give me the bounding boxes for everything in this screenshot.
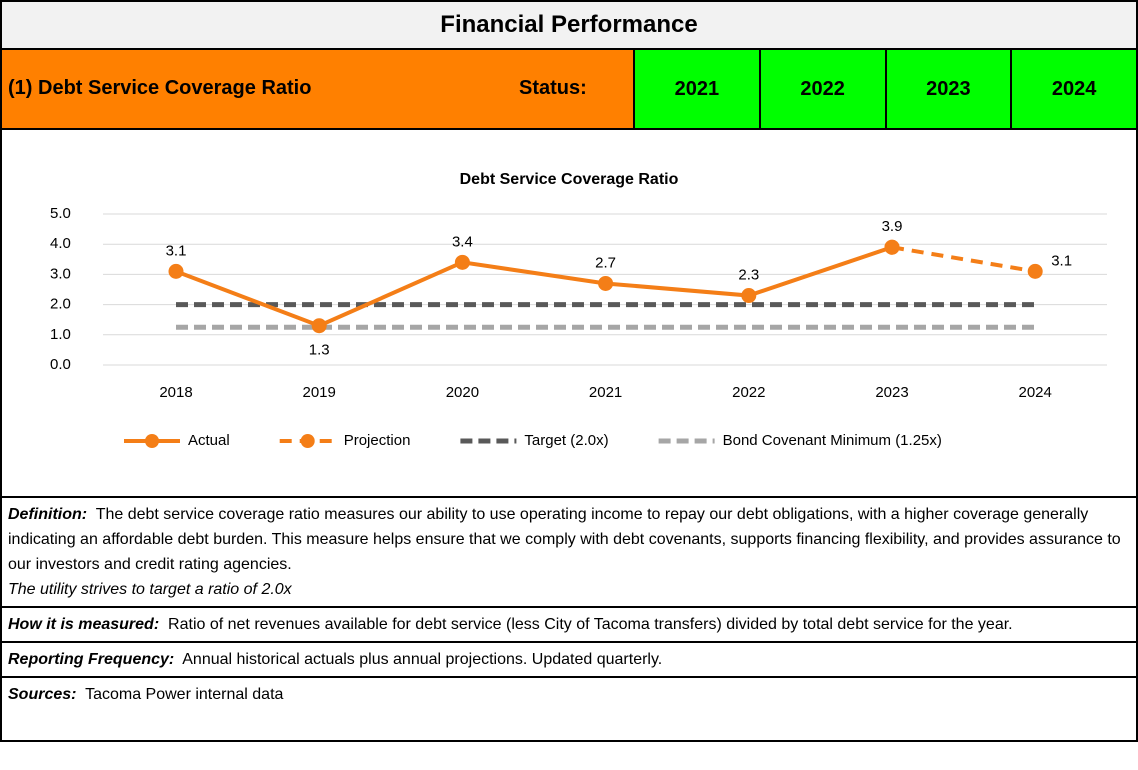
chart-title: Debt Service Coverage Ratio: [460, 171, 679, 188]
x-tick-label: 2024: [1019, 384, 1052, 401]
data-point: [1027, 263, 1043, 279]
section-label: How it is measured:: [8, 616, 160, 633]
section-text: The debt service coverage ratio measures…: [8, 506, 1121, 573]
y-tick-label: 4.0: [50, 235, 71, 252]
section: How it is measured: Ratio of net revenue…: [2, 606, 1136, 641]
y-tick-label: 0.0: [50, 356, 71, 373]
y-tick-label: 3.0: [50, 265, 71, 282]
chart: Debt Service Coverage Ratio 0.0 1.0 2.0 3.0…: [50, 171, 1107, 449]
x-tick-label: 2021: [589, 384, 622, 401]
legend-label: Projection: [344, 432, 411, 449]
section-text: Ratio of net revenues available for debt…: [168, 616, 1013, 633]
page-title: Financial Performance: [2, 2, 1136, 50]
year-cell: 2021: [635, 50, 761, 128]
y-tick-label: 1.0: [50, 326, 71, 343]
data-point: [454, 254, 470, 270]
y-tick-label: 2.0: [50, 296, 71, 313]
data-label: 2.3: [738, 267, 759, 284]
series-line: [891, 245, 1036, 274]
section: Definition: The debt service coverage ra…: [2, 496, 1136, 606]
legend-label: Target (2.0x): [524, 432, 608, 449]
data-label: 3.9: [882, 218, 903, 235]
data-label: 1.3: [309, 342, 330, 359]
section-text: Tacoma Power internal data: [85, 686, 284, 703]
data-label: 3.1: [1051, 252, 1072, 269]
data-point: [311, 318, 327, 334]
data-label: 2.7: [595, 254, 616, 271]
x-tick-label: 2022: [732, 384, 765, 401]
x-tick-label: 2019: [303, 384, 336, 401]
x-tick-label: 2020: [446, 384, 479, 401]
year-cell: 2023: [886, 50, 1013, 128]
x-tick-label: 2023: [875, 384, 908, 401]
legend-label: Actual: [188, 432, 230, 449]
year-cell: 2024: [1012, 50, 1136, 128]
section-note: The utility strives to target a ratio of…: [8, 581, 292, 598]
legend-marker: [145, 434, 159, 448]
measure-name: (1) Debt Service Coverage Ratio: [8, 77, 312, 99]
year-cell: 2022: [760, 50, 887, 128]
section-label: Definition:: [8, 506, 88, 523]
data-point: [884, 239, 900, 255]
data-label: 3.4: [452, 233, 473, 250]
data-point: [168, 263, 184, 279]
x-tick-label: 2018: [159, 384, 192, 401]
page: Financial Performance (1) Debt Service C…: [0, 0, 1138, 742]
section-text: Annual historical actuals plus annual pr…: [182, 651, 663, 668]
status-label: Status:: [519, 77, 587, 99]
data-point: [598, 275, 614, 291]
measure-cell: (1) Debt Service Coverage Ratio Status:: [2, 50, 635, 128]
legend-label: Bond Covenant Minimum (1.25x): [723, 432, 942, 449]
data-label: 3.1: [166, 242, 187, 259]
section-label: Reporting Frequency:: [8, 651, 175, 668]
y-tick-label: 5.0: [50, 205, 71, 222]
series-line: [175, 245, 893, 328]
section-label: Sources:: [8, 686, 77, 703]
legend-marker: [300, 434, 315, 448]
data-point: [741, 288, 757, 304]
section: Sources: Tacoma Power internal data: [2, 676, 1136, 711]
sections: Definition: The debt service coverage ra…: [2, 496, 1136, 711]
status-row: (1) Debt Service Coverage Ratio Status: …: [2, 50, 1136, 130]
section: Reporting Frequency: Annual historical a…: [2, 641, 1136, 676]
